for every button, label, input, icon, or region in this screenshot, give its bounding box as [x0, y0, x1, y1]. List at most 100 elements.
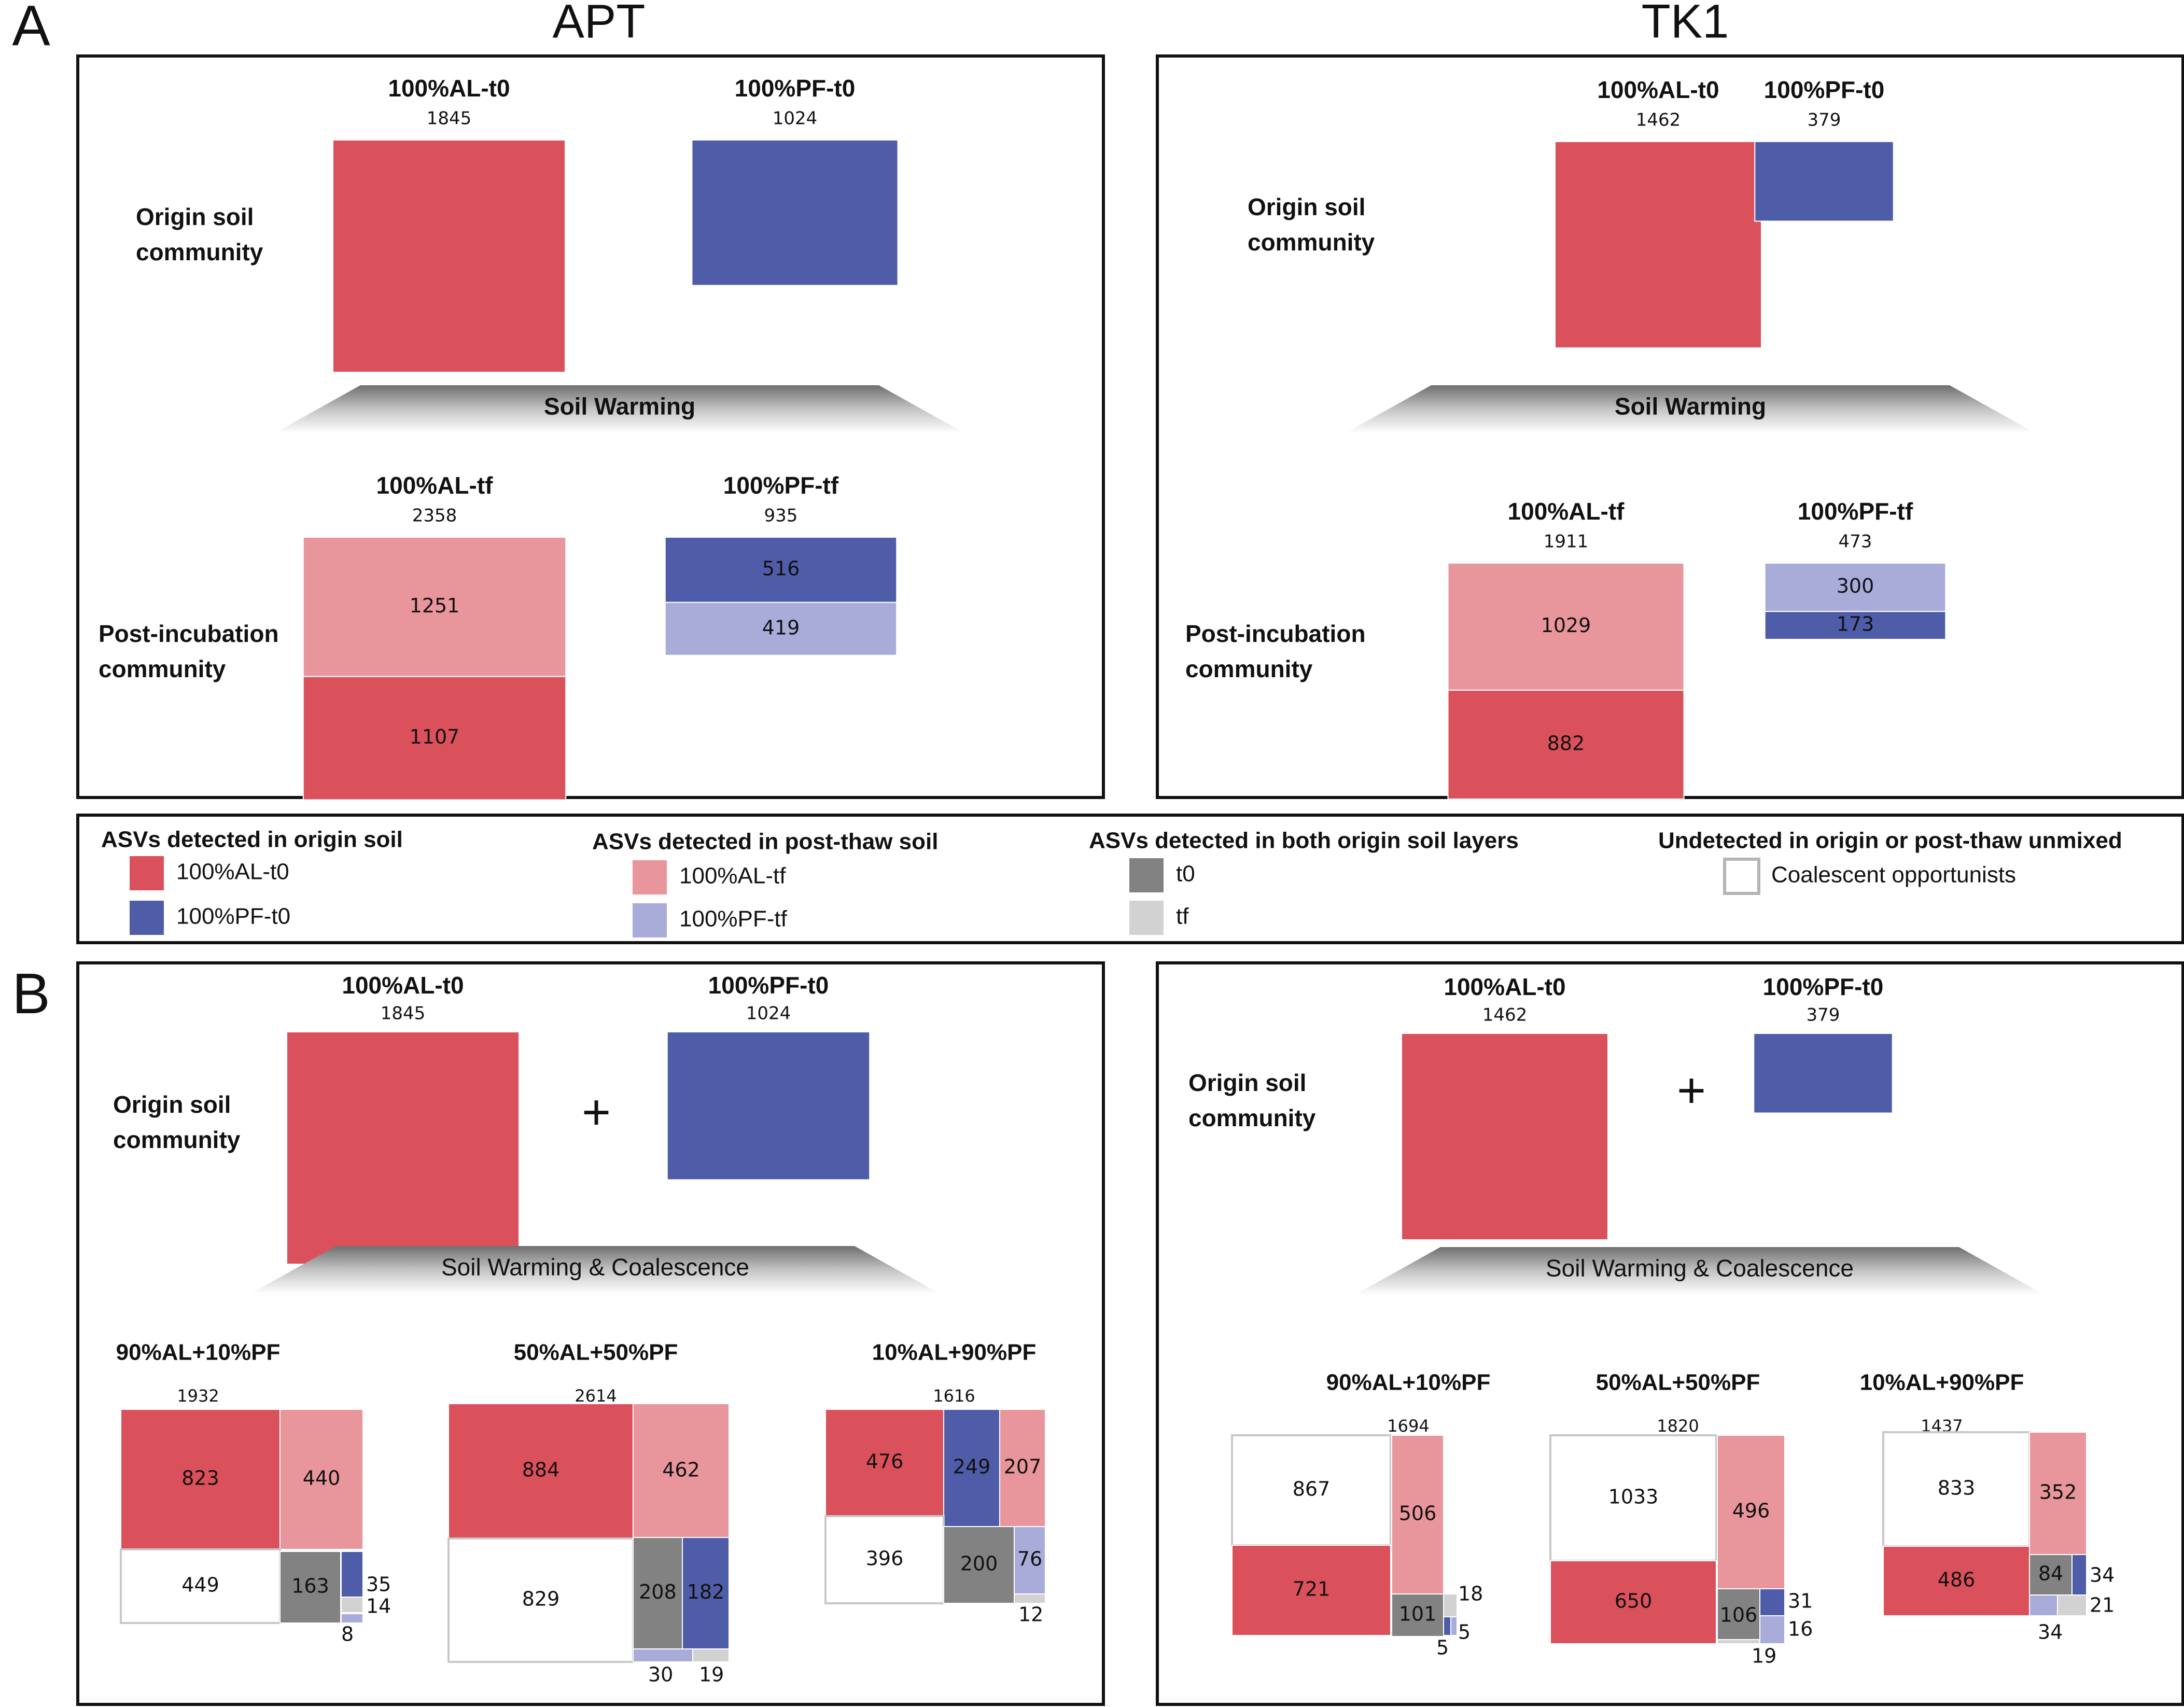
a-tk1-post-name-0: 100%AL-tf — [1508, 498, 1625, 525]
legend-swatch-2-1 — [1129, 901, 1164, 935]
b-tk1-mix-2-seg-5 — [2029, 1594, 2058, 1616]
site-title-tk1: TK1 — [1642, 0, 1729, 48]
b-tk1-mix-0-seg-0-label: 867 — [1293, 1478, 1331, 1501]
b-apt-mix-0-seg-6-label: 8 — [341, 1623, 354, 1646]
b-apt-mix-1-seg-6 — [692, 1648, 730, 1662]
a-tk1-post-seg-0-0-label: 1029 — [1541, 614, 1591, 637]
b-tk1-mix-2-seg-6 — [2057, 1594, 2087, 1616]
b-tk1-mix-1-seg-0-label: 1033 — [1608, 1486, 1659, 1508]
b-apt-mix-2-seg-5-label: 76 — [1017, 1548, 1042, 1571]
b-tk1-mix-0-seg-6-label: 5 — [1436, 1636, 1449, 1659]
panel-letter-a: A — [12, 0, 50, 58]
a-apt-post-seg-1-0-label: 516 — [762, 557, 800, 580]
a-tk1-row-label-origin: Origin soil — [1248, 193, 1365, 220]
b-apt-mix-1-seg-4 — [682, 1537, 730, 1649]
b-apt-mix-2-seg-6-label: 12 — [1018, 1603, 1043, 1626]
b-apt-origin-total-0: 1845 — [381, 1003, 426, 1024]
b-apt-mix-2-seg-5 — [1014, 1526, 1046, 1594]
b-tk1-mix-1-seg-5 — [1759, 1615, 1785, 1644]
b-apt-mix-1-seg-0 — [448, 1403, 634, 1539]
b-tk1-mix-0-seg-5-label: 5 — [1458, 1621, 1471, 1644]
b-tk1-mix-1-seg-0 — [1549, 1434, 1717, 1562]
legend-item-label-2-0: t0 — [1176, 861, 1195, 887]
a-tk1-origin-tile-1 — [1754, 141, 1894, 222]
a-tk1-origin-name-1: 100%PF-t0 — [1764, 76, 1885, 103]
a-tk1-post-seg-1-0-label: 300 — [1837, 575, 1874, 597]
b-tk1-mix-2-seg-3-label: 84 — [2038, 1562, 2063, 1585]
b-apt-mix-0-seg-2 — [120, 1548, 281, 1624]
a-apt-post-seg-1-1 — [664, 601, 898, 656]
b-apt-origin-name-0: 100%AL-t0 — [342, 972, 464, 999]
legend-group-title-3: Undetected in origin or post-thaw unmixe… — [1658, 828, 2122, 854]
b-tk1-mix-2-seg-2-label: 486 — [1938, 1569, 1976, 1591]
legend-swatch-1-0 — [633, 860, 667, 894]
legend-item-label-1-1: 100%PF-tf — [679, 906, 788, 932]
legend-swatch-1-1 — [633, 903, 667, 938]
legend-swatch-0-1 — [130, 901, 164, 935]
b-tk1-row-label-origin-2: community — [1188, 1104, 1316, 1131]
b-apt-mix-0-seg-6 — [341, 1613, 363, 1624]
a-apt-row-label-origin: Origin soil — [136, 203, 254, 230]
legend-swatch-0-0 — [130, 856, 164, 890]
b-tk1-mix-1-seg-6-label: 19 — [1752, 1645, 1776, 1668]
b-tk1-mix-0-seg-3-label: 101 — [1399, 1603, 1437, 1626]
b-apt-mix-0-seg-3 — [279, 1551, 341, 1624]
b-apt-mix-0-seg-0-label: 823 — [181, 1467, 219, 1490]
a-tk1-origin-total-1: 379 — [1808, 110, 1841, 131]
panel-b-tk1-frame — [1156, 961, 2184, 1706]
b-tk1-mix-1-seg-2-label: 650 — [1615, 1590, 1653, 1613]
b-apt-mix-1-seg-2 — [447, 1537, 634, 1663]
a-tk1-post-seg-1-0 — [1764, 563, 1947, 612]
a-apt-post-seg-0-1 — [302, 676, 567, 801]
a-apt-post-seg-0-0-label: 1251 — [410, 594, 460, 617]
b-apt-mix-1-seg-1 — [633, 1403, 730, 1539]
legend-swatch-2-0 — [1129, 858, 1164, 892]
b-tk1-mix-0-seg-2-label: 721 — [1293, 1578, 1331, 1601]
b-tk1-mix-1-seg-2 — [1550, 1560, 1717, 1644]
b-tk1-mix-2-seg-6-label: 21 — [2090, 1594, 2115, 1617]
b-apt-plus-sign: + — [582, 1084, 611, 1140]
a-tk1-warming-arrow — [1346, 385, 2035, 433]
b-tk1-row-label-origin: Origin soil — [1188, 1069, 1306, 1096]
legend-item-label-0-0: 100%AL-t0 — [176, 859, 289, 885]
b-tk1-plus-sign: + — [1677, 1062, 1706, 1118]
b-apt-origin-name-1: 100%PF-t0 — [708, 972, 829, 999]
b-tk1-coalescence-arrow-label: Soil Warming & Coalescence — [1546, 1254, 1854, 1281]
b-tk1-mix-1-seg-1-label: 496 — [1732, 1500, 1770, 1522]
panel-b-apt-frame — [76, 961, 1105, 1706]
b-apt-mix-1-seg-5-label: 30 — [648, 1663, 673, 1686]
b-tk1-mix-total-1: 1820 — [1657, 1416, 1699, 1436]
a-tk1-post-seg-1-1-label: 173 — [1837, 613, 1874, 636]
b-tk1-mix-0-seg-2 — [1231, 1545, 1391, 1636]
a-apt-warming-arrow-label: Soil Warming — [544, 393, 695, 419]
a-apt-warming-arrow — [275, 385, 964, 433]
legend-group-title-1: ASVs detected in post-thaw soil — [592, 829, 938, 855]
b-apt-mix-name-1: 50%AL+50%PF — [514, 1340, 678, 1365]
b-tk1-mix-2-seg-0-label: 833 — [1938, 1477, 1976, 1500]
b-apt-mix-name-2: 10%AL+90%PF — [872, 1340, 1037, 1365]
b-apt-mix-0-seg-1-label: 440 — [303, 1467, 341, 1490]
legend-item-label-2-1: tf — [1176, 904, 1189, 929]
b-tk1-mix-0-seg-1-label: 506 — [1399, 1502, 1437, 1525]
a-tk1-post-seg-0-0 — [1447, 563, 1685, 691]
b-tk1-mix-1-seg-6 — [1717, 1639, 1760, 1644]
a-apt-post-name-1: 100%PF-tf — [723, 472, 839, 499]
panel-letter-b: B — [12, 962, 50, 1026]
b-apt-origin-tile-1 — [666, 1031, 871, 1181]
a-apt-post-seg-1-1-label: 419 — [762, 616, 800, 639]
b-apt-coalescence-arrow-label: Soil Warming & Coalescence — [441, 1253, 749, 1280]
b-apt-mix-0-seg-4 — [341, 1551, 363, 1598]
b-apt-mix-1-seg-0-label: 884 — [522, 1459, 560, 1481]
a-apt-origin-tile-0 — [332, 139, 566, 373]
legend-item-label-3-0: Coalescent opportunists — [1771, 862, 2016, 888]
b-tk1-mix-0-seg-4 — [1443, 1593, 1458, 1617]
a-apt-post-total-0: 2358 — [412, 506, 457, 526]
b-tk1-mix-0-seg-4-label: 18 — [1458, 1583, 1483, 1605]
a-tk1-row-label-origin-2: community — [1248, 229, 1375, 256]
b-apt-mix-0-seg-5 — [341, 1597, 363, 1613]
b-apt-mix-0-seg-5-label: 14 — [366, 1595, 391, 1618]
a-apt-origin-name-1: 100%PF-t0 — [735, 75, 856, 102]
a-tk1-row-label-post-2: community — [1185, 655, 1313, 682]
a-tk1-post-seg-0-1-label: 882 — [1547, 732, 1585, 755]
